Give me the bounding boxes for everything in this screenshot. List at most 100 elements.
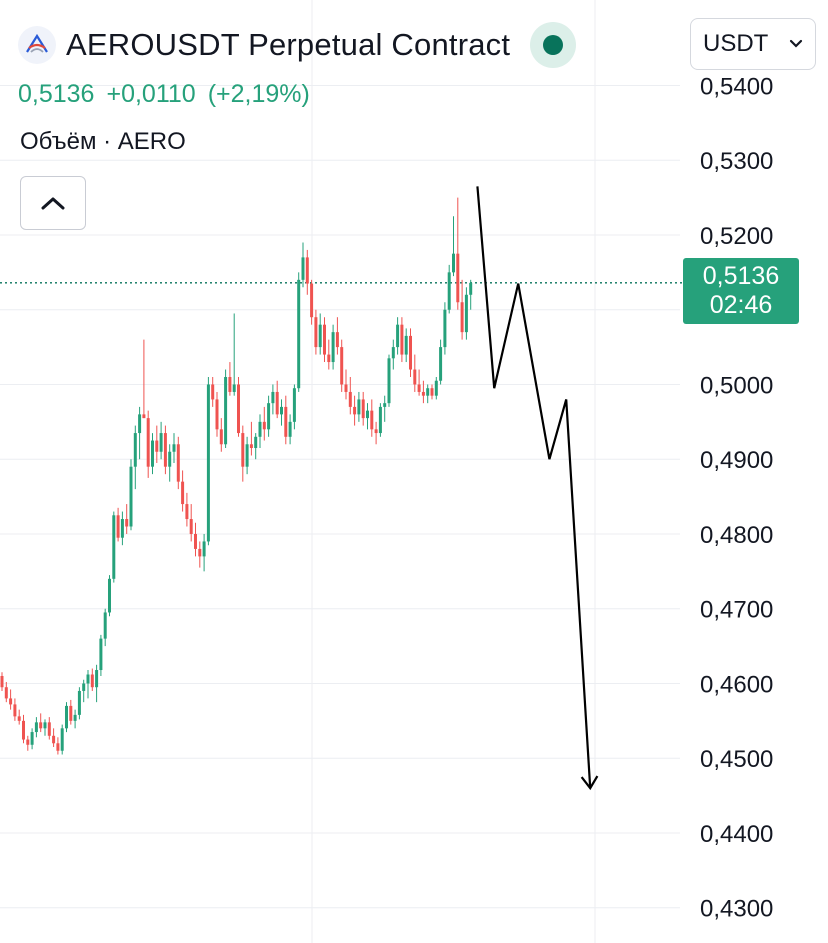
candle bbox=[13, 698, 17, 721]
candle bbox=[56, 737, 60, 755]
candle bbox=[163, 425, 167, 475]
candle bbox=[348, 377, 352, 415]
symbol-title[interactable]: AEROUSDT Perpetual Contract bbox=[66, 27, 511, 62]
price-tag-countdown: 02:46 bbox=[709, 291, 773, 319]
candle-body bbox=[120, 519, 124, 538]
candle-body bbox=[417, 384, 421, 392]
currency-select[interactable]: USDT bbox=[690, 18, 816, 70]
status-dot-icon bbox=[530, 22, 577, 68]
candle-body bbox=[219, 429, 223, 445]
candle bbox=[65, 702, 68, 733]
chevron-up-icon bbox=[41, 197, 65, 210]
candle-body bbox=[211, 384, 215, 400]
candle bbox=[138, 406, 142, 460]
candle bbox=[39, 713, 43, 733]
candle-body bbox=[254, 436, 258, 449]
candle-body bbox=[206, 384, 210, 542]
candle-body bbox=[90, 674, 94, 688]
candle-body bbox=[189, 519, 193, 534]
candle bbox=[82, 679, 86, 703]
candle bbox=[86, 670, 90, 699]
candle bbox=[383, 395, 387, 422]
candle-body bbox=[69, 705, 73, 721]
y-tick-label: 0,4900 bbox=[700, 447, 773, 474]
candle bbox=[258, 414, 262, 449]
candle-body bbox=[168, 451, 172, 467]
candle bbox=[400, 317, 404, 363]
candle bbox=[215, 391, 219, 437]
candle-body bbox=[413, 369, 417, 385]
volume-indicator-label[interactable]: Объём · AERO bbox=[20, 128, 186, 155]
candle bbox=[17, 709, 21, 725]
candle bbox=[108, 575, 111, 617]
candle bbox=[228, 362, 232, 396]
candle-body bbox=[310, 283, 314, 318]
candle-body bbox=[383, 403, 387, 407]
candle-body bbox=[439, 347, 443, 381]
candle bbox=[331, 324, 335, 370]
candle-body bbox=[361, 399, 365, 419]
candle-body bbox=[159, 433, 163, 452]
candle-body bbox=[9, 698, 13, 705]
candle-body bbox=[52, 735, 56, 744]
candle bbox=[434, 377, 438, 400]
candle-body bbox=[267, 403, 271, 430]
candle bbox=[430, 384, 434, 400]
candle bbox=[172, 433, 176, 463]
candle-body bbox=[258, 421, 262, 437]
collapse-button[interactable] bbox=[20, 176, 86, 230]
candle bbox=[125, 504, 129, 534]
candle bbox=[77, 687, 81, 720]
candle bbox=[34, 717, 38, 738]
candle bbox=[241, 425, 245, 482]
candle bbox=[469, 279, 473, 310]
candle-body bbox=[387, 358, 391, 404]
candle-body bbox=[327, 354, 331, 363]
candle bbox=[344, 369, 348, 400]
candle-body bbox=[404, 335, 408, 355]
candle-body bbox=[370, 410, 374, 430]
candle bbox=[211, 377, 215, 407]
candle-body bbox=[305, 257, 309, 284]
candle bbox=[314, 309, 318, 355]
candle-body bbox=[391, 347, 395, 359]
candle-body bbox=[39, 722, 43, 729]
candle bbox=[26, 735, 30, 751]
candle bbox=[95, 664, 99, 703]
candle-body bbox=[297, 279, 301, 389]
candle-body bbox=[65, 705, 68, 729]
candle-body bbox=[378, 406, 382, 434]
candle-body bbox=[26, 739, 30, 745]
candle-body bbox=[155, 440, 159, 452]
candle bbox=[310, 279, 314, 325]
candle-body bbox=[99, 638, 103, 671]
candle bbox=[146, 410, 150, 478]
candle-body bbox=[245, 444, 249, 467]
candle-body bbox=[275, 391, 279, 415]
candle-body bbox=[125, 519, 129, 527]
chevron-down-icon bbox=[789, 39, 803, 48]
candle bbox=[426, 384, 430, 404]
candle bbox=[421, 380, 425, 404]
candle bbox=[404, 328, 408, 363]
aerodrome-logo-icon bbox=[18, 26, 56, 64]
candle-body bbox=[146, 418, 150, 467]
candle bbox=[292, 384, 296, 430]
candle bbox=[323, 317, 326, 363]
candle bbox=[267, 395, 271, 437]
candle bbox=[249, 421, 253, 456]
candle bbox=[90, 668, 94, 691]
candle-body bbox=[30, 732, 34, 745]
candle bbox=[224, 369, 228, 449]
candle-body bbox=[301, 257, 305, 280]
candle bbox=[288, 414, 292, 445]
candle bbox=[206, 377, 210, 546]
candle bbox=[284, 395, 288, 445]
candle bbox=[456, 197, 460, 310]
candle bbox=[0, 672, 4, 691]
candle-body bbox=[116, 515, 120, 538]
y-tick-label: 0,4700 bbox=[700, 597, 773, 624]
candle-body bbox=[434, 380, 438, 396]
candle-body bbox=[426, 388, 430, 396]
candle-body bbox=[47, 722, 51, 736]
